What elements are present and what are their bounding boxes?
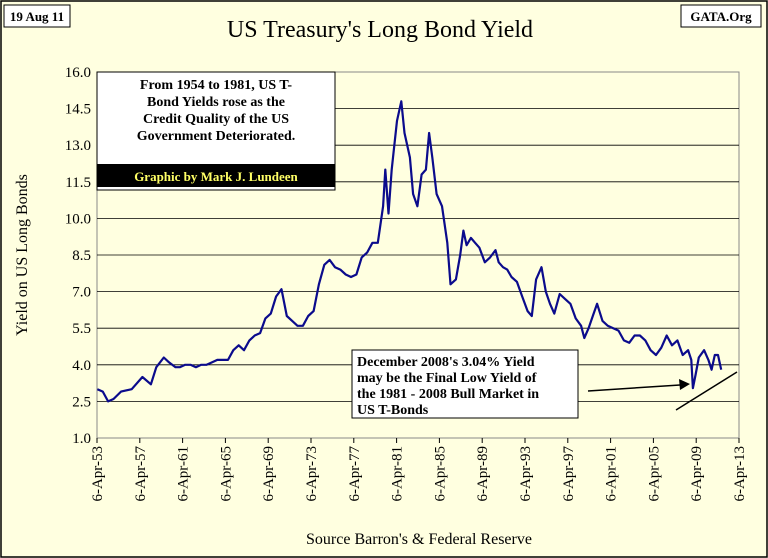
- x-tick-label: 6-Apr-69: [261, 446, 277, 502]
- x-tick-label: 6-Apr-53: [90, 446, 106, 502]
- y-tick-label: 4.0: [72, 358, 91, 374]
- x-tick-label: 6-Apr-77: [347, 446, 363, 502]
- x-tick-label: 6-Apr-09: [689, 446, 705, 502]
- annotation-bottom-line-4: US T-Bonds: [357, 403, 429, 418]
- site-tag-box: [680, 4, 762, 28]
- annotation-arrow-line: [587, 384, 681, 392]
- annotation-bottom-line-2: may be the Final Low Yield of: [357, 371, 537, 386]
- x-tick-label: 6-Apr-73: [304, 446, 320, 502]
- date-tag: 19 Aug 11: [10, 9, 64, 24]
- annotation-bottom-line-1: December 2008's 3.04% Yield: [357, 355, 535, 370]
- annotation-top-line-1: From 1954 to 1981, US T-: [140, 78, 293, 93]
- x-tick-label: 6-Apr-93: [518, 446, 534, 502]
- x-axis-ticks: 6-Apr-53 6-Apr-57 6-Apr-61 6-Apr-65 6-Apr-69…: [90, 438, 748, 502]
- credit-text: Graphic by Mark J. Lundeen: [134, 169, 298, 184]
- x-tick-label: 6-Apr-81: [390, 446, 406, 502]
- x-tick-label: 6-Apr-89: [475, 446, 491, 502]
- x-tick-label: 6-Apr-13: [732, 446, 748, 502]
- y-tick-label: 16.0: [65, 65, 91, 81]
- y-tick-label: 14.5: [65, 102, 91, 118]
- date-tag-box: [3, 4, 71, 28]
- annotation-box-bottom: [351, 349, 579, 419]
- site-tag: GATA.Org: [690, 9, 752, 24]
- x-tick-label: 6-Apr-65: [218, 446, 234, 502]
- y-tick-label: 10.0: [65, 211, 91, 227]
- y-tick-label: 1.0: [72, 431, 91, 447]
- y-tick-label: 2.5: [72, 394, 91, 410]
- annotation-top-line-2: Bond Yields rose as the: [147, 95, 285, 110]
- y-tick-label: 5.5: [72, 321, 91, 337]
- x-tick-label: 6-Apr-97: [561, 446, 577, 502]
- credit-box: [97, 164, 335, 187]
- y-tick-label: 7.0: [72, 285, 91, 301]
- annotation-top-line-4: Government Deteriorated.: [137, 129, 296, 144]
- chart-title: US Treasury's Long Bond Yield: [227, 17, 533, 43]
- trend-line: [675, 371, 738, 411]
- y-tick-label: 11.5: [65, 175, 91, 191]
- y-axis-ticks: 1.0 2.5 4.0 5.5 7.0 8.5 10.0 11.5 13.0 14.5 16.0: [65, 65, 91, 447]
- y-tick-label: 13.0: [65, 138, 91, 154]
- y-tick-label: 8.5: [72, 248, 91, 264]
- annotation-top-line-3: Credit Quality of the US: [143, 112, 289, 127]
- yield-series-line: [96, 100, 723, 403]
- annotation-bottom-line-3: the 1981 - 2008 Bull Market in: [357, 387, 539, 402]
- x-tick-label: 6-Apr-85: [432, 446, 448, 502]
- x-tick-label: 6-Apr-05: [646, 446, 662, 502]
- x-tick-label: 6-Apr-61: [176, 446, 192, 502]
- x-tick-label: 6-Apr-57: [133, 446, 149, 502]
- x-axis-title: Source Barron's & Federal Reserve: [306, 531, 532, 548]
- annotation-arrow-head: [679, 379, 690, 390]
- y-axis-title: Yield on US Long Bonds: [14, 174, 31, 336]
- x-tick-label: 6-Apr-01: [604, 446, 620, 502]
